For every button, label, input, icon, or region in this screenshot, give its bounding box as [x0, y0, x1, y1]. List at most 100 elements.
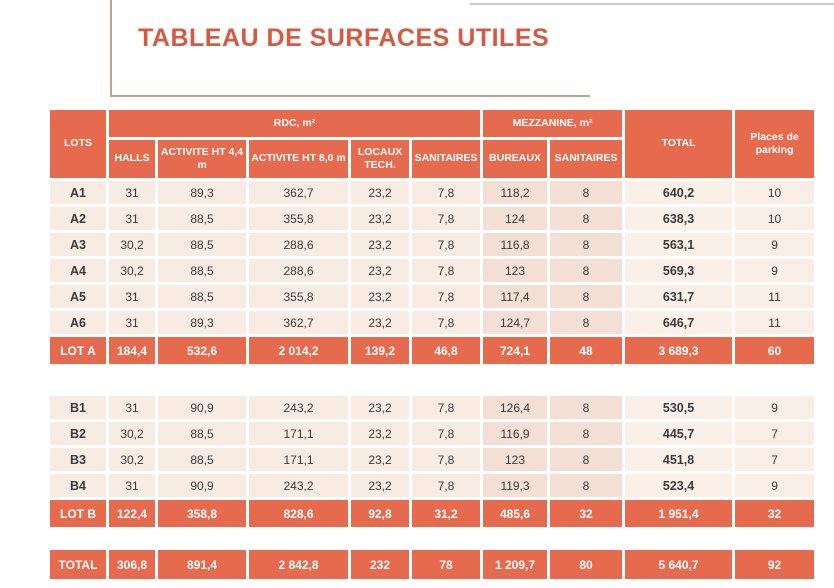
data-cell: 288,6 [249, 259, 348, 282]
data-cell: 8 [550, 207, 623, 230]
lot-summary-row-b: LOT B 122,4 358,8 828,6 92,8 31,2 485,6 32 1 951… [50, 500, 815, 527]
data-cell: 23,2 [351, 233, 409, 256]
data-cell: 355,8 [249, 285, 348, 308]
data-cell: 46,8 [412, 337, 481, 364]
header-sub-5: SANITAIRES [412, 140, 481, 178]
data-cell: 485,6 [483, 500, 548, 527]
data-cell: 90,9 [158, 474, 246, 497]
data-cell: 89,3 [158, 181, 246, 204]
data-cell: 9 [735, 233, 815, 256]
data-cell: 30,2 [109, 259, 155, 282]
data-cell: 10 [735, 207, 815, 230]
data-cell: 30,2 [109, 422, 155, 445]
data-cell: 23,2 [351, 396, 409, 419]
data-cell: 88,5 [158, 207, 246, 230]
data-cell: 9 [735, 474, 815, 497]
table-row-b1: B1 31 90,9 243,2 23,2 7,8 126,4 8 530,5 9 [50, 396, 815, 419]
table-row-a6: A6 31 89,3 362,7 23,2 7,8 124,7 8 646,7 11 [50, 311, 815, 334]
data-cell: 569,3 [625, 259, 733, 282]
data-cell: 31,2 [412, 500, 481, 527]
data-cell: 48 [550, 337, 623, 364]
data-cell: 88,5 [158, 448, 246, 471]
data-cell: 31 [109, 181, 155, 204]
data-cell: 7,8 [412, 233, 481, 256]
data-cell: 23,2 [351, 474, 409, 497]
data-cell: 8 [550, 311, 623, 334]
data-cell: 3 689,3 [625, 337, 733, 364]
data-cell: 362,7 [249, 181, 348, 204]
header-sub-4: LOCAUX TECH. [351, 140, 409, 178]
data-cell: 92 [735, 550, 815, 579]
lot-label-cell: B2 [50, 422, 106, 445]
data-cell: 532,6 [158, 337, 246, 364]
spacer-row [50, 367, 814, 393]
data-cell: 306,8 [109, 550, 155, 579]
data-cell: 7,8 [412, 474, 481, 497]
table-row-a4: A4 30,2 88,5 288,6 23,2 7,8 123 8 569,3 9 [50, 259, 815, 282]
top-border-line [470, 3, 834, 5]
data-cell: 32 [735, 500, 815, 527]
data-cell: 9 [735, 259, 815, 282]
data-cell: 9 [735, 396, 815, 419]
data-cell: 288,6 [249, 233, 348, 256]
data-cell: 7,8 [412, 448, 481, 471]
lot-label-cell: A3 [50, 233, 106, 256]
data-cell: 8 [550, 259, 623, 282]
table-row-a2: A2 31 88,5 355,8 23,2 7,8 124 8 638,3 10 [50, 207, 815, 230]
data-cell: 7,8 [412, 396, 481, 419]
data-cell: 8 [550, 448, 623, 471]
data-cell: 124 [483, 207, 548, 230]
data-cell: 88,5 [158, 422, 246, 445]
data-cell: 123 [483, 259, 548, 282]
data-cell: 7 [735, 448, 815, 471]
data-cell: 7,8 [412, 259, 481, 282]
data-cell: 171,1 [249, 422, 348, 445]
data-cell: 119,3 [483, 474, 548, 497]
title-box: TABLEAU DE SURFACES UTILES [110, 0, 590, 97]
data-cell: 118,2 [483, 181, 548, 204]
data-cell: 563,1 [625, 233, 733, 256]
data-cell: 891,4 [158, 550, 246, 579]
data-cell: 828,6 [249, 500, 348, 527]
header-group-row: LOTS RDC, m² MEZZANINE, m² TOTAL Places … [50, 110, 815, 178]
data-cell: 523,4 [625, 474, 733, 497]
data-cell: 184,4 [109, 337, 155, 364]
data-cell: 7,8 [412, 181, 481, 204]
data-cell: 88,5 [158, 233, 246, 256]
header-sub-3: ACTIVITE HT 8,0 m [249, 140, 348, 178]
table-row-b4: B4 31 90,9 243,2 23,2 7,8 119,3 8 523,4 9 [50, 474, 815, 497]
lot-label-cell: B1 [50, 396, 106, 419]
data-cell: 30,2 [109, 233, 155, 256]
data-cell: 7,8 [412, 422, 481, 445]
data-cell: 126,4 [483, 396, 548, 419]
data-cell: 5 640,7 [625, 550, 733, 579]
data-cell: 124,7 [483, 311, 548, 334]
data-cell: 638,3 [625, 207, 733, 230]
data-cell: 2 842,8 [249, 550, 348, 579]
data-cell: 7,8 [412, 311, 481, 334]
data-cell: 8 [550, 422, 623, 445]
table-row-b2: B2 30,2 88,5 171,1 23,2 7,8 116,9 8 445,7 7 [50, 422, 815, 445]
data-cell: 80 [550, 550, 623, 579]
data-cell: 31 [109, 311, 155, 334]
data-cell: 90,9 [158, 396, 246, 419]
data-cell: 23,2 [351, 311, 409, 334]
data-cell: 8 [550, 474, 623, 497]
data-cell: 7 [735, 422, 815, 445]
data-cell: 32 [550, 500, 623, 527]
header-rdc-group: RDC, m² [109, 110, 481, 137]
spacer-row [50, 530, 814, 547]
grand-total-row: TOTAL 306,8 891,4 2 842,8 232 78 1 209,7 80 5 64… [50, 550, 815, 579]
data-cell: 88,5 [158, 259, 246, 282]
data-cell: 2 014,2 [249, 337, 348, 364]
data-cell: 10 [735, 181, 815, 204]
header-sub-7: SANITAIRES [550, 140, 623, 178]
data-cell: 7,8 [412, 207, 481, 230]
data-cell: 8 [550, 181, 623, 204]
data-cell: 1 209,7 [483, 550, 548, 579]
header-lots: LOTS [50, 110, 106, 178]
data-cell: 171,1 [249, 448, 348, 471]
data-cell: 23,2 [351, 181, 409, 204]
lot-label-cell: A5 [50, 285, 106, 308]
lot-label-cell: LOT B [50, 500, 106, 527]
